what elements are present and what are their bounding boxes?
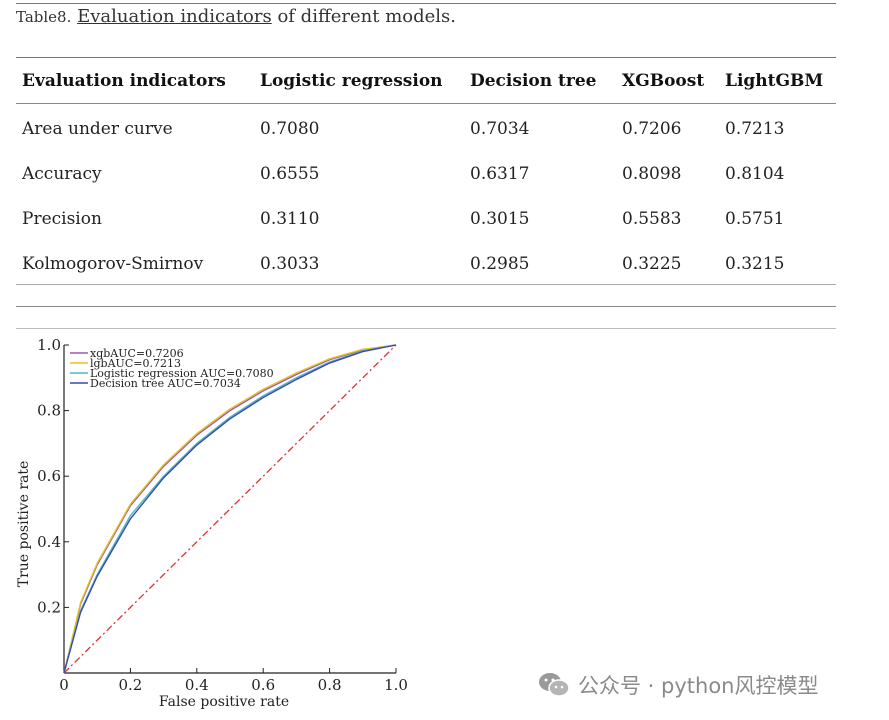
y-tick-label: 0.8 bbox=[37, 402, 61, 420]
table-row: Kolmogorov-Smirnov 0.3033 0.2985 0.3225 … bbox=[16, 241, 836, 286]
wechat-icon bbox=[539, 673, 570, 697]
table-cell: 0.3215 bbox=[725, 253, 785, 274]
table-bottom-rule bbox=[16, 284, 836, 285]
section-rule bbox=[16, 306, 836, 307]
table-row: Accuracy 0.6555 0.6317 0.8098 0.8104 bbox=[16, 151, 836, 196]
table-cell: 0.7034 bbox=[470, 118, 530, 139]
section-rule-thin bbox=[16, 328, 836, 329]
table-cell: 0.3033 bbox=[260, 253, 320, 274]
table-cell: 0.5583 bbox=[622, 208, 682, 229]
table-cell: 0.7213 bbox=[725, 118, 785, 139]
table-label: Table8. bbox=[16, 8, 72, 26]
table-cell: 0.8104 bbox=[725, 163, 785, 184]
table-cell: 0.6317 bbox=[470, 163, 530, 184]
series-line-3 bbox=[63, 344, 397, 674]
table-cell: 0.3225 bbox=[622, 253, 682, 274]
table-cell: Precision bbox=[22, 208, 102, 229]
series-line-1 bbox=[63, 344, 397, 674]
table-cell: 0.7080 bbox=[260, 118, 320, 139]
table-row: Area under curve 0.7080 0.7034 0.7206 0.… bbox=[16, 104, 836, 152]
x-tick-label: 0.4 bbox=[185, 676, 209, 694]
table-cell: 0.7206 bbox=[622, 118, 682, 139]
table-cell: 0.8098 bbox=[622, 163, 682, 184]
x-tick-label: 0 bbox=[59, 676, 69, 694]
table-cell: Accuracy bbox=[22, 163, 102, 184]
y-tick-label: 1.0 bbox=[37, 336, 61, 354]
x-tick-label: 0.6 bbox=[251, 676, 275, 694]
roc-chart: 0 0.2 0.4 0.6 0.8 1.0 0.2 0.4 0.6 0.8 1.0 False pos… bbox=[16, 336, 408, 710]
reference-line bbox=[63, 344, 397, 674]
y-tick-label: 0.6 bbox=[37, 467, 61, 485]
watermark: 公众号 · python风控模型 bbox=[538, 670, 818, 700]
header-decision-tree: Decision tree bbox=[464, 58, 616, 104]
evaluation-table: Evaluation indicators Logistic regressio… bbox=[16, 58, 836, 286]
table-cell: Kolmogorov-Smirnov bbox=[22, 253, 204, 274]
watermark-text: 公众号 · python风控模型 bbox=[578, 674, 819, 698]
y-axis-label: True positive rate bbox=[16, 461, 32, 588]
legend-entry: lgbAUC=0.7213 bbox=[90, 357, 181, 370]
caption-rest: of different models. bbox=[271, 6, 456, 27]
legend-entry: xgbAUC=0.7206 bbox=[90, 347, 184, 360]
y-tick-label: 0.2 bbox=[37, 598, 61, 616]
table-row: Precision 0.3110 0.3015 0.5583 0.5751 bbox=[16, 196, 836, 241]
caption-link[interactable]: Evaluation indicators bbox=[77, 6, 272, 27]
x-tick-label: 0.2 bbox=[118, 676, 142, 694]
legend-entry: Decision tree AUC=0.7034 bbox=[90, 377, 241, 390]
legend-entry: Logistic regression AUC=0.7080 bbox=[90, 367, 274, 380]
y-tick-label: 0.4 bbox=[37, 533, 61, 551]
header-lightgbm: LightGBM bbox=[719, 58, 836, 104]
x-tick-label: 1.0 bbox=[384, 676, 408, 694]
table-cell: 0.3015 bbox=[470, 208, 530, 229]
top-rule bbox=[16, 3, 836, 4]
x-tick-label: 0.8 bbox=[318, 676, 342, 694]
table-cell: 0.6555 bbox=[260, 163, 320, 184]
table-cell: Area under curve bbox=[22, 118, 173, 139]
table-cell: 0.3110 bbox=[260, 208, 320, 229]
header-xgboost: XGBoost bbox=[616, 58, 719, 104]
table-cell: 0.5751 bbox=[725, 208, 785, 229]
table-caption: Table8. Evaluation indicators of differe… bbox=[16, 6, 456, 27]
table-header-row: Evaluation indicators Logistic regressio… bbox=[16, 58, 836, 104]
header-logistic-regression: Logistic regression bbox=[254, 58, 464, 104]
table-cell: 0.2985 bbox=[470, 253, 530, 274]
header-evaluation-indicators: Evaluation indicators bbox=[16, 58, 254, 104]
x-axis-label: False positive rate bbox=[159, 694, 289, 710]
table-top-rule bbox=[16, 57, 836, 58]
